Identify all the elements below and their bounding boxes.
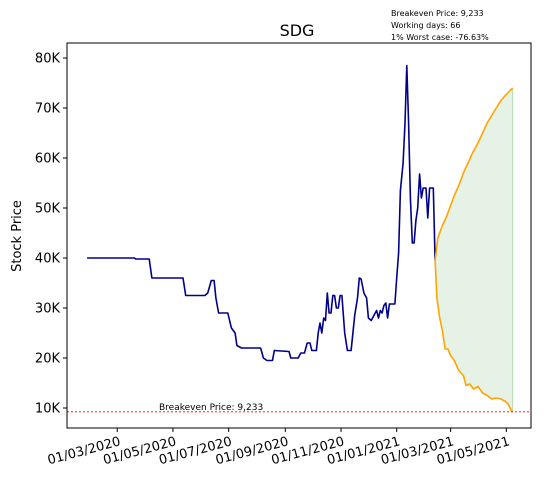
projection-upper-line (434, 87, 514, 261)
plot-area (67, 43, 531, 428)
series-layer (87, 64, 514, 413)
projection-lower-line (434, 260, 514, 413)
projection-band (435, 88, 513, 412)
y-tick-label: 20K (35, 352, 61, 367)
breakeven-layer: Breakeven Price: 9,233 (67, 403, 531, 413)
breakeven-label: Breakeven Price: 9,233 (159, 403, 263, 413)
y-tick-label: 60K (35, 152, 61, 167)
annotation-box: Breakeven Price: 9,233 Working days: 66 1%… (391, 9, 489, 42)
annotation-line: 1% Worst case: -76.63% (391, 33, 489, 42)
y-tick-label: 10K (35, 402, 61, 417)
plot-frame (66, 42, 532, 429)
chart-title: SDG (280, 21, 315, 40)
annotation-line: Breakeven Price: 9,233 (391, 9, 484, 18)
y-axis-label: Stock Price (10, 200, 25, 272)
confidence-band-layer (435, 88, 514, 412)
history-price-line (87, 64, 436, 362)
annotation-line: Working days: 66 (391, 21, 460, 30)
y-tick-label: 50K (35, 202, 61, 217)
y-axis: 10K 20K 30K 40K 50K 60K 70K 80K (35, 52, 67, 417)
y-tick-label: 40K (35, 252, 61, 267)
y-tick-label: 80K (35, 52, 61, 67)
y-tick-label: 70K (35, 102, 61, 117)
y-tick-label: 30K (35, 302, 61, 317)
